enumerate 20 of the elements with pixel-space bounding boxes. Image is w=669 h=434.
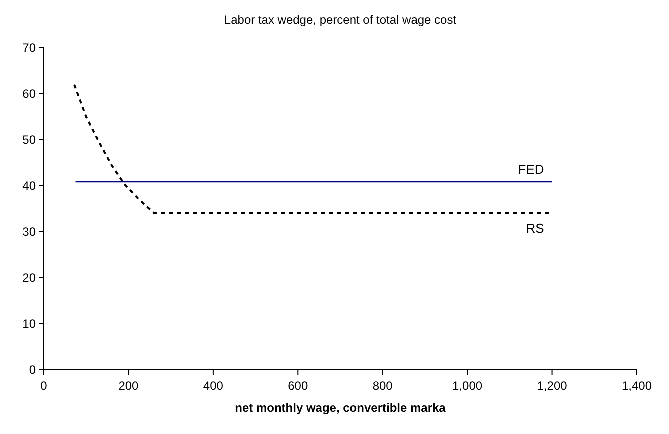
y-tick-label: 60 — [22, 87, 36, 101]
x-tick-label: 800 — [372, 379, 394, 393]
x-tick-label: 200 — [118, 379, 140, 393]
y-tick-label: 0 — [29, 363, 36, 377]
x-tick-label: 1,200 — [537, 379, 568, 393]
series-label: FED — [518, 162, 544, 177]
x-axis-title: net monthly wage, convertible marka — [235, 401, 446, 415]
y-tick-label: 10 — [22, 317, 36, 331]
y-tick-label: 20 — [22, 271, 36, 285]
x-tick-label: 1,000 — [452, 379, 483, 393]
y-tick-label: 70 — [22, 41, 36, 55]
x-tick-label: 0 — [40, 379, 48, 393]
x-tick-label: 600 — [288, 379, 308, 393]
y-tick-label: 30 — [22, 225, 36, 239]
x-tick-label: 400 — [203, 379, 224, 393]
y-tick-label: 50 — [22, 133, 36, 147]
x-tick-label: 1,400 — [622, 379, 652, 393]
y-tick-label: 40 — [22, 179, 36, 193]
chart-title: Labor tax wedge, percent of total wage cost — [224, 13, 458, 27]
series-label: RS — [526, 221, 545, 236]
